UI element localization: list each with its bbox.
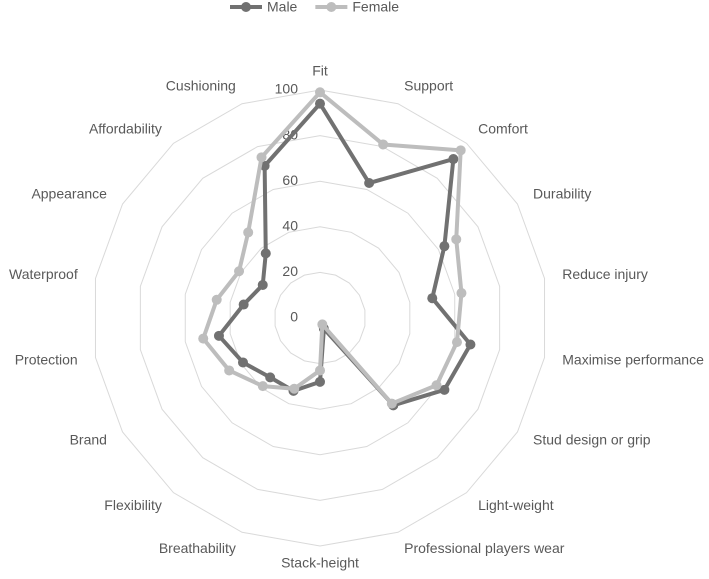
point <box>256 152 267 163</box>
category-label: Stack-height <box>281 555 359 571</box>
point <box>237 357 248 368</box>
grid-ring <box>184 180 456 456</box>
point <box>451 337 462 348</box>
point <box>257 381 268 392</box>
point <box>265 372 276 383</box>
point <box>198 333 209 344</box>
legend-marker <box>326 2 337 12</box>
category-label: Fit <box>312 63 328 79</box>
legend-marker <box>241 2 251 12</box>
point <box>224 365 235 376</box>
point <box>427 293 438 304</box>
r-tick-label: 40 <box>282 218 298 234</box>
category-label: Appearance <box>31 186 107 202</box>
r-tick-label: 20 <box>282 263 298 279</box>
category-label: Affordability <box>89 120 162 136</box>
category-label: Durability <box>533 186 591 202</box>
point <box>238 299 249 310</box>
legend-label: Male <box>267 0 298 15</box>
category-label: Professional players wear <box>404 540 565 556</box>
point <box>315 87 325 98</box>
point <box>465 339 476 350</box>
category-label: Maximise performance <box>562 351 704 367</box>
category-label: Breathability <box>159 540 236 556</box>
point <box>315 365 325 376</box>
point <box>455 145 466 156</box>
category-label: Comfort <box>478 120 528 136</box>
r-tick-label: 0 <box>290 309 298 325</box>
category-label: Brand <box>70 432 107 448</box>
point <box>439 384 450 395</box>
r-tick-label: 60 <box>282 172 298 188</box>
series-line <box>201 90 464 406</box>
category-label: Flexibility <box>104 497 162 513</box>
category-label: Reduce injury <box>562 266 648 282</box>
category-label: Waterproof <box>9 266 78 282</box>
category-label: Cushioning <box>166 78 236 94</box>
point <box>289 383 300 394</box>
point <box>386 398 397 409</box>
point <box>213 330 224 341</box>
point <box>317 319 328 330</box>
point <box>451 234 462 245</box>
category-label: Stud design or grip <box>533 432 651 448</box>
legend-label: Female <box>352 0 399 15</box>
grid-ring <box>139 135 501 501</box>
point <box>364 178 375 189</box>
point <box>315 98 325 109</box>
point <box>448 154 459 165</box>
point <box>431 380 442 391</box>
point <box>211 294 222 305</box>
point <box>234 266 245 277</box>
category-label: Protection <box>15 351 78 367</box>
r-tick-label: 100 <box>275 81 299 97</box>
point <box>378 139 389 150</box>
category-label: Support <box>404 78 453 94</box>
point <box>315 376 325 387</box>
point <box>243 227 254 238</box>
point <box>260 248 271 259</box>
grid-ring <box>94 89 546 547</box>
point <box>439 241 450 252</box>
point <box>257 279 268 290</box>
point <box>456 288 467 299</box>
category-label: Light-weight <box>478 497 554 513</box>
